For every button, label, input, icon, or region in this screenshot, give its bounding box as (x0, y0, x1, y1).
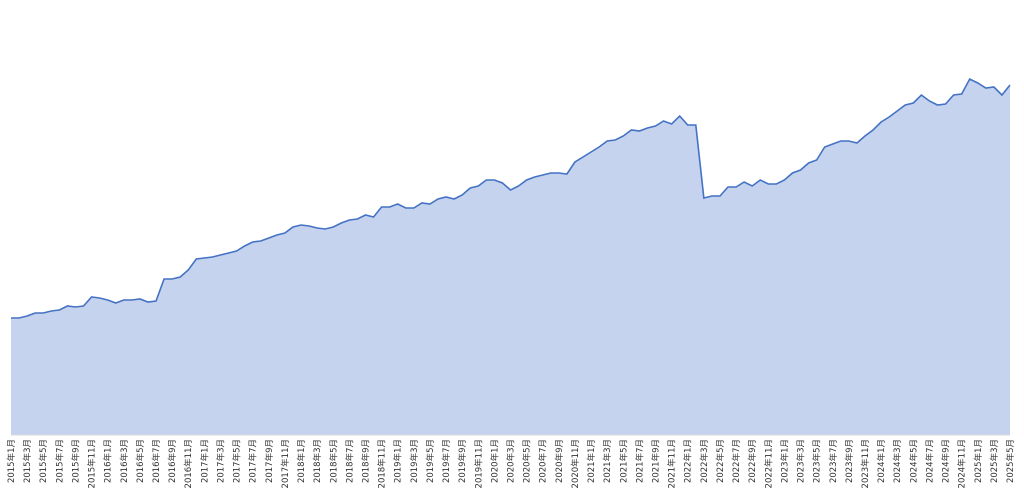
x-tick-label: 2022年9月 (747, 439, 758, 483)
x-tick-label: 2025年3月 (989, 439, 1000, 483)
x-tick-label: 2017年11月 (280, 439, 291, 488)
x-tick-label: 2015年1月 (6, 439, 17, 483)
x-tick-label: 2022年3月 (699, 439, 710, 483)
x-tick-label: 2023年7月 (828, 439, 839, 483)
x-tick-label: 2020年5月 (522, 439, 533, 483)
x-tick-label: 2023年11月 (860, 439, 871, 488)
x-tick-label: 2016年5月 (135, 439, 146, 483)
x-tick-label: 2023年1月 (779, 439, 790, 483)
x-tick-label: 2024年11月 (957, 439, 968, 488)
x-tick-label: 2020年3月 (506, 439, 517, 483)
x-tick-label: 2022年1月 (683, 439, 694, 483)
x-tick-label: 2018年11月 (377, 439, 388, 488)
x-tick-label: 2019年7月 (441, 439, 452, 483)
x-tick-label: 2018年1月 (296, 439, 307, 483)
x-tick-label: 2015年7月 (54, 439, 65, 483)
x-tick-label: 2019年11月 (473, 439, 484, 488)
x-tick-label: 2019年5月 (425, 439, 436, 483)
x-tick-label: 2023年9月 (844, 439, 855, 483)
x-tick-label: 2016年3月 (119, 439, 130, 483)
x-tick-label: 2018年9月 (360, 439, 371, 483)
x-tick-label: 2021年7月 (634, 439, 645, 483)
x-tick-label: 2015年9月 (70, 439, 81, 483)
area-line (11, 77, 1011, 319)
x-tick-label: 2018年5月 (328, 439, 339, 483)
x-tick-label: 2020年11月 (570, 439, 581, 488)
x-tick-label: 2025年5月 (1005, 439, 1016, 483)
x-tick-label: 2021年1月 (586, 439, 597, 483)
x-tick-label: 2017年9月 (264, 439, 275, 483)
x-tick-label: 2016年11月 (183, 439, 194, 488)
x-tick-label: 2019年1月 (393, 439, 404, 483)
x-tick-label: 2018年3月 (312, 439, 323, 483)
x-tick-label: 2019年3月 (409, 439, 420, 483)
x-tick-label: 2016年1月 (103, 439, 114, 483)
x-tick-label: 2020年1月 (489, 439, 500, 483)
x-tick-label: 2019年9月 (457, 439, 468, 483)
x-tick-label: 2017年7月 (248, 439, 259, 483)
x-tick-label: 2023年5月 (812, 439, 823, 483)
x-tick-label: 2022年7月 (731, 439, 742, 483)
x-tick-label: 2025年1月 (973, 439, 984, 483)
x-tick-label: 2024年3月 (892, 439, 903, 483)
x-tick-label: 2015年11月 (87, 439, 98, 488)
area-fill (11, 79, 1010, 435)
x-tick-label: 2017年3月 (215, 439, 226, 483)
x-tick-label: 2016年7月 (151, 439, 162, 483)
x-tick-label: 2024年1月 (876, 439, 887, 483)
x-tick-label: 2018年7月 (344, 439, 355, 483)
x-tick-label: 2021年9月 (651, 439, 662, 483)
x-tick-label: 2021年11月 (667, 439, 678, 488)
x-tick-label: 2017年1月 (199, 439, 210, 483)
x-tick-label: 2024年9月 (941, 439, 952, 483)
x-tick-label: 2016年9月 (167, 439, 178, 483)
x-tick-label: 2020年9月 (554, 439, 565, 483)
x-tick-label: 2024年7月 (924, 439, 935, 483)
x-tick-label: 2021年5月 (618, 439, 629, 483)
x-tick-label: 2015年5月 (38, 439, 49, 483)
x-tick-label: 2022年5月 (715, 439, 726, 483)
x-tick-label: 2020年7月 (538, 439, 549, 483)
x-tick-label: 2023年3月 (796, 439, 807, 483)
x-tick-label: 2015年3月 (22, 439, 33, 483)
x-tick-label: 2022年11月 (763, 439, 774, 488)
x-tick-label: 2017年5月 (232, 439, 243, 483)
x-tick-label: 2021年3月 (602, 439, 613, 483)
x-tick-label: 2024年5月 (908, 439, 919, 483)
